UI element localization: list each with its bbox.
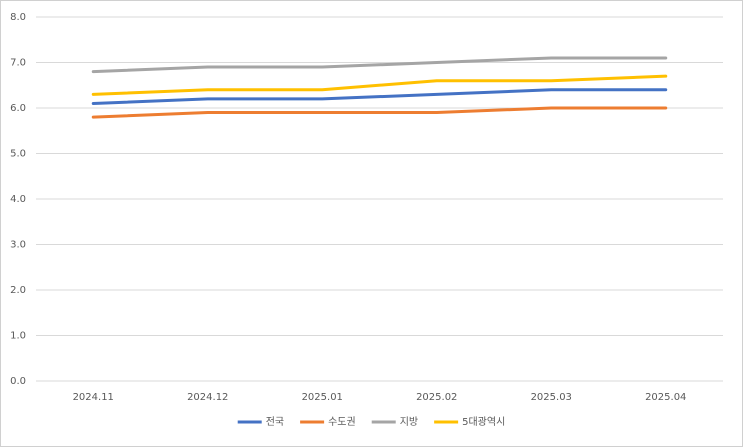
x-tick-label: 2025.01 [302, 392, 343, 403]
legend-label: 전국 [266, 416, 284, 428]
x-tick-label: 2025.04 [645, 392, 686, 403]
legend-label: 5대광역시 [462, 416, 505, 428]
y-tick-label: 2.0 [10, 285, 26, 296]
series-line [91, 74, 668, 96]
series-line [91, 88, 668, 105]
y-tick-label: 6.0 [10, 103, 26, 114]
y-tick-label: 3.0 [10, 240, 26, 251]
x-tick-label: 2025.03 [531, 392, 572, 403]
x-tick-label: 2024.12 [187, 392, 228, 403]
x-tick-label: 2025.02 [416, 392, 457, 403]
legend-label: 지방 [400, 416, 418, 428]
series-line [91, 106, 668, 119]
y-tick-label: 0.0 [10, 376, 26, 387]
y-tick-label: 8.0 [10, 12, 26, 23]
y-tick-label: 1.0 [10, 331, 26, 342]
series-line [91, 56, 668, 74]
x-tick-label: 2024.11 [73, 392, 114, 403]
y-tick-label: 4.0 [10, 194, 26, 205]
legend-label: 수도권 [328, 416, 356, 428]
y-tick-label: 7.0 [10, 58, 26, 69]
y-tick-label: 5.0 [10, 149, 26, 160]
